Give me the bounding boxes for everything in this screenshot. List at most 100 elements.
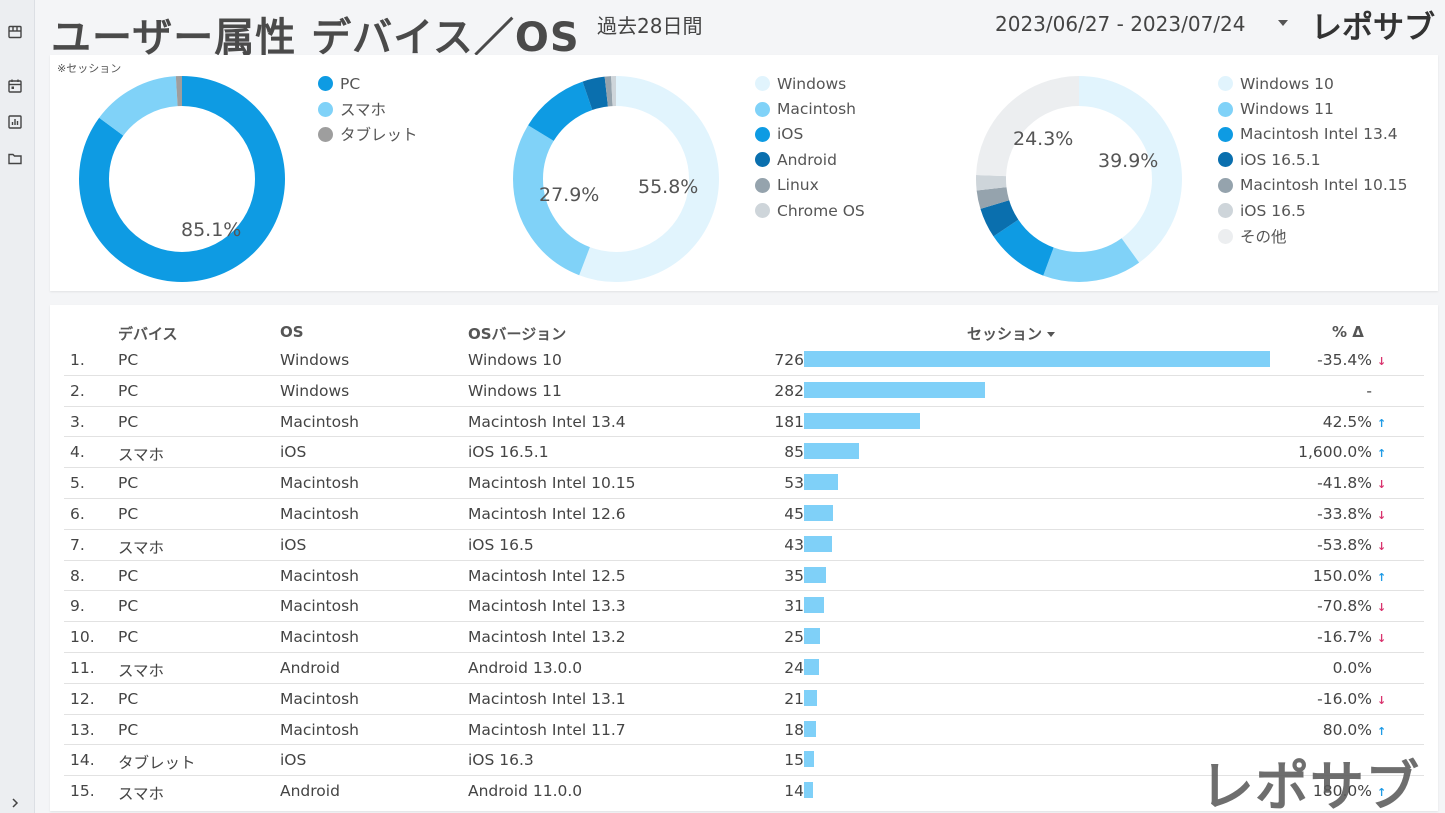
device-legend-item[interactable]: スマホ	[318, 96, 418, 121]
table-row[interactable]: 12. PC Macintosh Macintosh Intel 13.1 21 -16.…	[64, 684, 1424, 715]
sessions-bar	[804, 535, 832, 552]
table-row[interactable]: 4. スマホ iOS iOS 16.5.1 85 1,600.0% ↑	[64, 437, 1424, 469]
row-index: 9.	[70, 597, 85, 616]
os-legend-item[interactable]: Linux	[755, 173, 865, 198]
os-slice-2[interactable]	[513, 76, 719, 282]
column-header-version[interactable]: OSバージョン	[468, 325, 567, 343]
device-cell: タブレット	[118, 754, 196, 773]
chevron-right-icon[interactable]	[8, 795, 22, 809]
os-cell: Android	[280, 782, 340, 801]
arrow-down-icon: ↓	[1377, 693, 1387, 707]
sessions-bar	[804, 351, 1270, 367]
version-slice-6[interactable]	[976, 76, 1182, 282]
version-cell: Macintosh Intel 13.2	[468, 628, 626, 647]
chart-icon[interactable]	[7, 114, 23, 130]
pct-change-cell: -	[1366, 381, 1372, 400]
device-legend-item[interactable]: PC	[318, 71, 418, 96]
table-row[interactable]: 13. PC Macintosh Macintosh Intel 11.7 18 80.0…	[64, 715, 1424, 746]
device-cell: PC	[118, 597, 139, 616]
charts-panel: ※セッション 85.1% PC スマホ タブレット 55.8% 27.9% Wind…	[50, 55, 1438, 291]
calendar-icon[interactable]	[7, 78, 23, 94]
version-cell: Macintosh Intel 11.7	[468, 720, 626, 739]
table-row[interactable]: 5. PC Macintosh Macintosh Intel 10.15 53 -41.…	[64, 468, 1424, 499]
os-legend-item[interactable]: Windows	[755, 71, 865, 96]
os-slice-6[interactable]	[513, 76, 719, 282]
legend-swatch	[755, 177, 770, 193]
legend-label: iOS 16.5	[1240, 201, 1306, 220]
store-icon[interactable]	[7, 24, 23, 40]
table-row[interactable]: 8. PC Macintosh Macintosh Intel 12.5 35 150.0…	[64, 561, 1424, 592]
version-legend-item[interactable]: iOS 16.5	[1218, 198, 1408, 223]
sessions-bar	[804, 504, 833, 521]
legend-swatch	[755, 76, 770, 92]
os-cell: iOS	[280, 535, 307, 554]
version-cell: Windows 11	[468, 381, 562, 400]
device-cell: スマホ	[118, 785, 165, 804]
os-legend-item[interactable]: Macintosh	[755, 96, 865, 121]
device-donut-chart	[79, 76, 285, 282]
pct-change-cell: -70.8%	[1317, 597, 1372, 616]
column-header-device[interactable]: デバイス	[118, 325, 178, 343]
version-legend-item[interactable]: Macintosh Intel 10.15	[1218, 173, 1408, 198]
table-row[interactable]: 1. PC Windows Windows 10 726 -35.4% ↓	[64, 345, 1424, 376]
device-legend-item[interactable]: タブレット	[318, 122, 418, 147]
device-cell: PC	[118, 720, 139, 739]
os-legend-item[interactable]: Chrome OS	[755, 198, 865, 223]
legend-swatch	[318, 76, 333, 92]
sessions-bar	[804, 628, 821, 645]
legend-swatch	[318, 101, 333, 117]
table-row[interactable]: 7. スマホ iOS iOS 16.5 43 -53.8% ↓	[64, 530, 1424, 561]
version-legend-item[interactable]: iOS 16.5.1	[1218, 147, 1408, 172]
chevron-down-icon[interactable]	[1278, 20, 1288, 26]
legend-swatch	[1218, 76, 1233, 92]
legend-swatch	[318, 126, 333, 142]
folder-icon[interactable]	[7, 150, 23, 166]
date-range-selector[interactable]: 2023/06/27 - 2023/07/24	[995, 12, 1246, 36]
report-header: ユーザー属性 デバイス／OS 過去28日間 2023/06/27 - 2023/…	[35, 0, 1445, 61]
table-row[interactable]: 10. PC Macintosh Macintosh Intel 13.2 25 -16.…	[64, 622, 1424, 653]
legend-label: iOS	[777, 125, 804, 144]
version-legend-item[interactable]: その他	[1218, 223, 1408, 248]
legend-label: Macintosh	[777, 100, 856, 119]
legend-label: Windows 10	[1240, 74, 1334, 93]
arrow-down-icon: ↓	[1377, 539, 1387, 553]
version-cell: iOS 16.5.1	[468, 443, 549, 462]
table-row[interactable]: 2. PC Windows Windows 11 282 -	[64, 376, 1424, 407]
legend-swatch	[1218, 203, 1233, 219]
legend-label: タブレット	[340, 126, 418, 145]
os-legend-item[interactable]: Android	[755, 147, 865, 172]
os-legend-item[interactable]: iOS	[755, 122, 865, 147]
table-row[interactable]: 14. タブレット iOS iOS 16.3 15	[64, 745, 1424, 777]
pct-change-cell: 150.0%	[1312, 566, 1372, 585]
version-cell: Macintosh Intel 13.3	[468, 597, 626, 616]
version-legend-item[interactable]: Macintosh Intel 13.4	[1218, 122, 1408, 147]
table-row[interactable]: 9. PC Macintosh Macintosh Intel 13.3 31 -70.8…	[64, 591, 1424, 623]
row-index: 15.	[70, 782, 95, 801]
row-index: 1.	[70, 351, 85, 369]
row-index: 5.	[70, 474, 85, 493]
column-header-pct-change[interactable]: % Δ	[1332, 323, 1364, 341]
watermark-logo: レポサブ	[1200, 755, 1420, 813]
device-slice-3[interactable]	[79, 76, 285, 282]
column-header-os[interactable]: OS	[280, 323, 304, 341]
sessions-bar	[804, 474, 839, 491]
version-legend-item[interactable]: Windows 11	[1218, 96, 1408, 121]
table-row[interactable]: 11. スマホ Android Android 13.0.0 24 0.0%	[64, 653, 1424, 684]
column-header-sessions[interactable]: セッション	[967, 323, 1056, 344]
table-row[interactable]: 3. PC Macintosh Macintosh Intel 13.4 181 42.5…	[64, 407, 1424, 438]
version-slice-7[interactable]	[976, 76, 1182, 282]
version-cell: Macintosh Intel 13.1	[468, 689, 626, 708]
row-index: 6.	[70, 504, 85, 523]
sessions-cell: 18	[784, 720, 804, 739]
version-cell: iOS 16.5	[468, 535, 534, 554]
table-row[interactable]: 15. スマホ Android Android 11.0.0 14 180.0% ↑	[64, 776, 1424, 807]
arrow-up-icon: ↑	[1377, 447, 1387, 461]
os-cell: Windows	[280, 351, 350, 369]
os-cell: Macintosh	[280, 412, 359, 431]
os-cell: Macintosh	[280, 474, 359, 493]
version-slice-2[interactable]	[976, 76, 1182, 282]
version-legend-item[interactable]: Windows 10	[1218, 71, 1408, 96]
arrow-up-icon: ↑	[1377, 786, 1387, 800]
table-row[interactable]: 6. PC Macintosh Macintosh Intel 12.6 45 -33.8…	[64, 499, 1424, 530]
sessions-bar	[804, 597, 824, 614]
